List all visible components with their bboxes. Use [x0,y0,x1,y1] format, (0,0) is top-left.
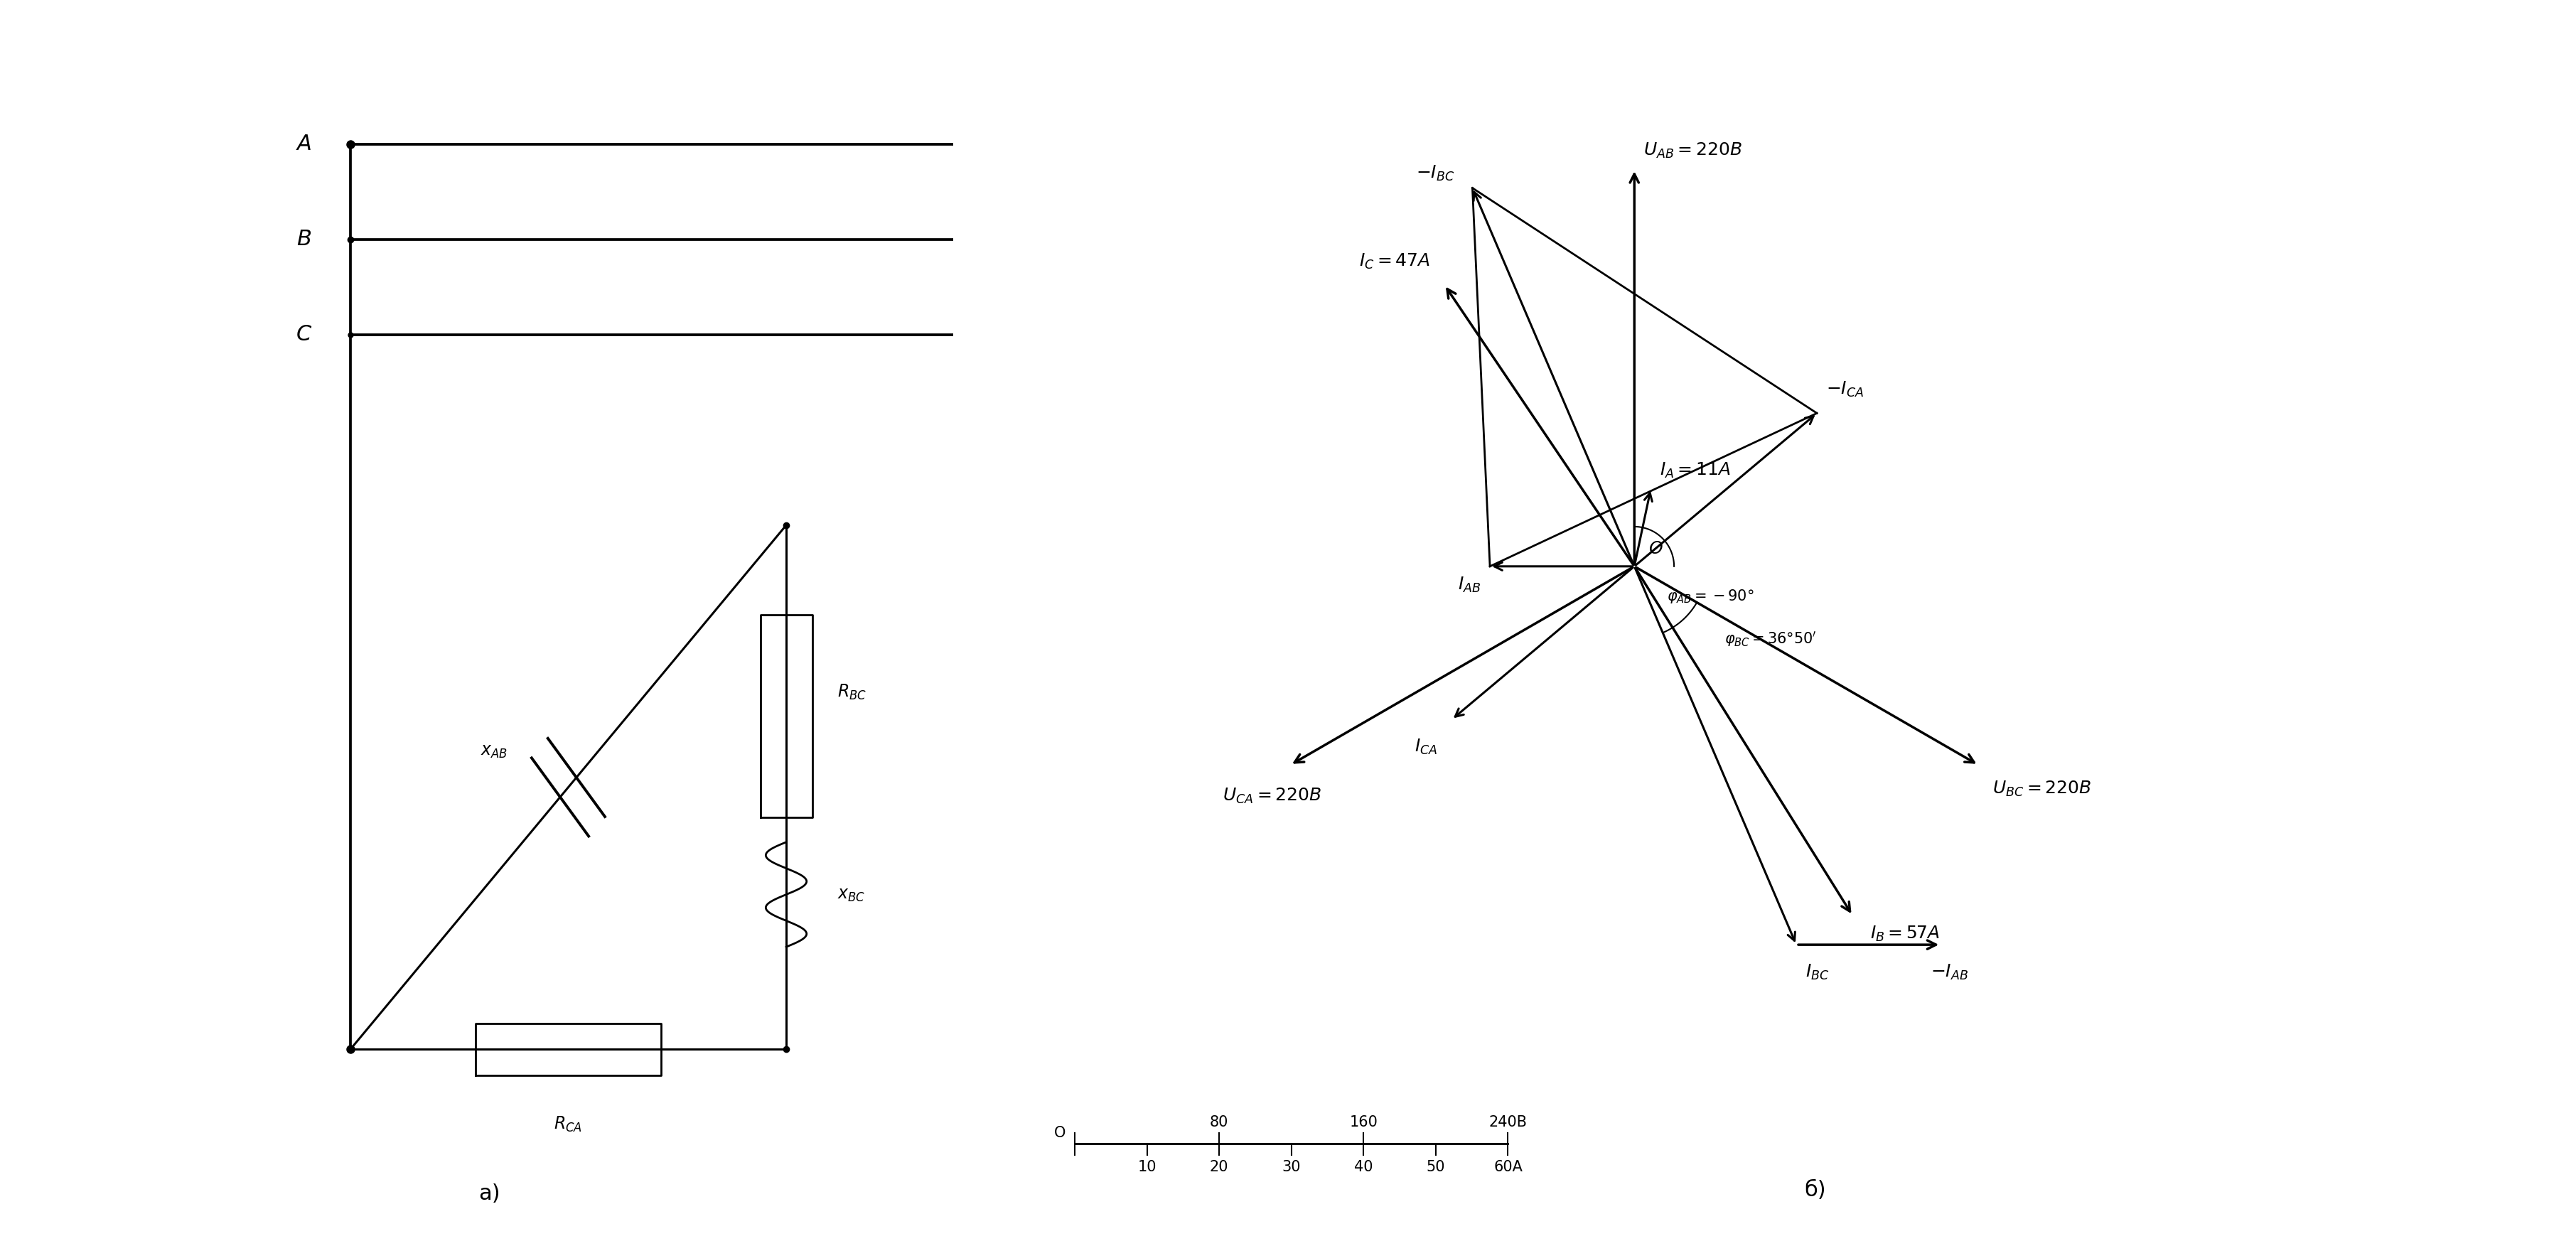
Text: a): a) [479,1184,500,1204]
Text: $I_{CA}$: $I_{CA}$ [1414,737,1437,756]
Text: A: A [296,134,312,154]
Text: 10: 10 [1139,1160,1157,1174]
Text: $-I_{CA}$: $-I_{CA}$ [1826,380,1865,398]
Text: 240B: 240B [1489,1116,1528,1129]
Text: $I_A=11A$: $I_A=11A$ [1659,460,1731,479]
Text: б): б) [1803,1180,1826,1201]
Text: 40: 40 [1355,1160,1373,1174]
Text: 80: 80 [1211,1116,1229,1129]
Text: $U_{BC}=220B$: $U_{BC}=220B$ [1994,779,2092,798]
Text: $-I_{AB}$: $-I_{AB}$ [1932,963,1968,982]
Text: B: B [296,228,312,249]
Text: $x_{BC}$: $x_{BC}$ [837,886,866,903]
Text: 160: 160 [1350,1116,1378,1129]
Text: 60A: 60A [1494,1160,1522,1174]
Text: 50: 50 [1427,1160,1445,1174]
Text: $x_{AB}$: $x_{AB}$ [482,743,507,759]
Text: $-I_{BC}$: $-I_{BC}$ [1417,164,1455,182]
Text: O: O [1649,540,1662,557]
Text: $\varphi_{BC}=36°50'$: $\varphi_{BC}=36°50'$ [1723,629,1816,648]
Text: $\varphi_{AB}=-90°$: $\varphi_{AB}=-90°$ [1667,588,1754,606]
Text: O: O [1054,1126,1066,1140]
Text: $I_B=57A$: $I_B=57A$ [1870,925,1940,943]
Text: $R_{CA}$: $R_{CA}$ [554,1114,582,1133]
Text: $R_{BC}$: $R_{BC}$ [837,683,866,701]
Text: 30: 30 [1283,1160,1301,1174]
Text: $I_{BC}$: $I_{BC}$ [1806,963,1829,982]
Text: 20: 20 [1211,1160,1229,1174]
Text: $I_{AB}$: $I_{AB}$ [1458,576,1481,594]
Text: C: C [296,324,312,345]
Text: $U_{CA}=220B$: $U_{CA}=220B$ [1224,787,1321,805]
Text: $U_{AB}=220B$: $U_{AB}=220B$ [1643,141,1741,160]
Text: $I_C=47A$: $I_C=47A$ [1360,252,1430,271]
